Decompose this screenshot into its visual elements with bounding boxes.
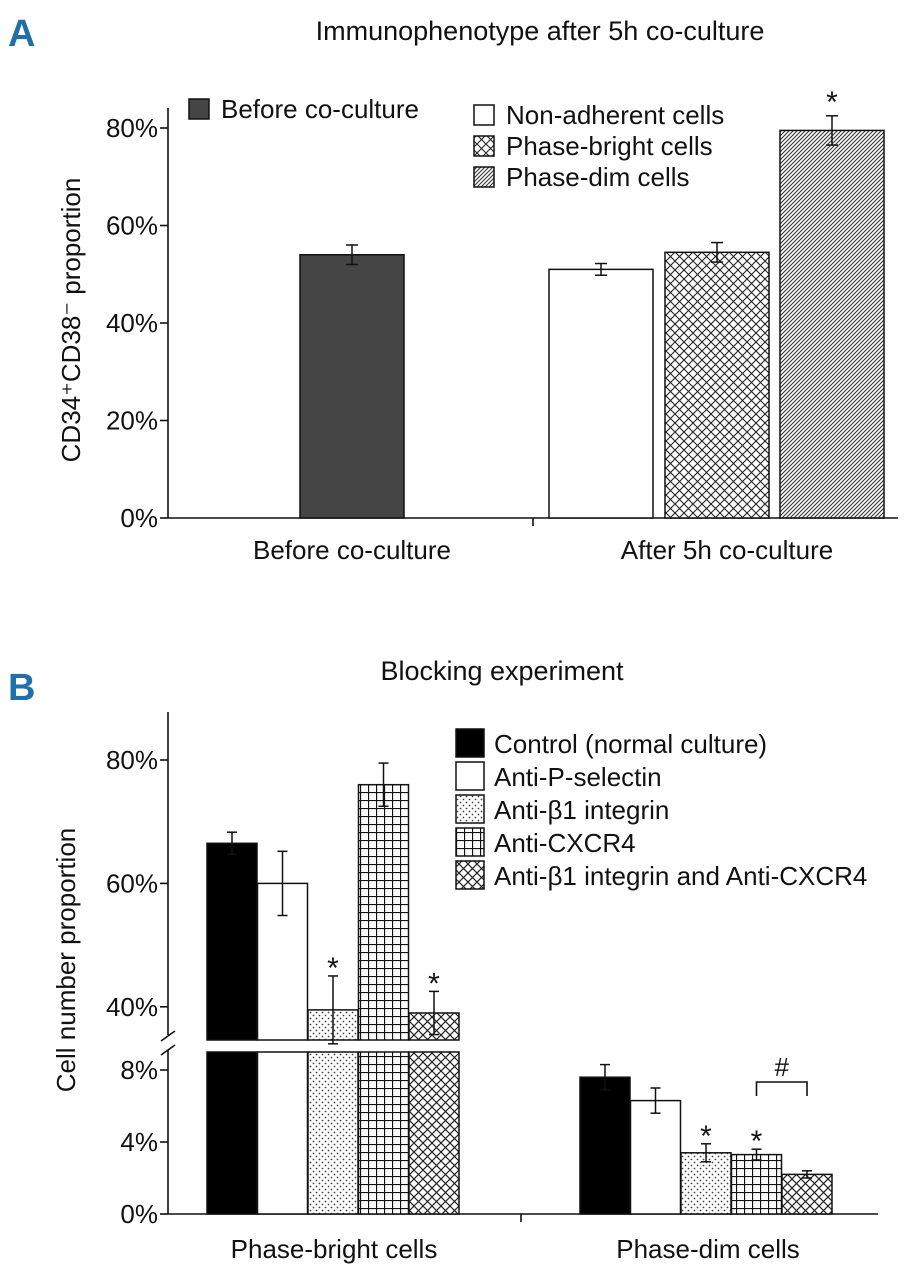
chart-a-significance-mark: * bbox=[826, 86, 838, 119]
chart-b-axis-break-mark bbox=[160, 1044, 176, 1056]
chart-b-significance-mark: * bbox=[751, 1125, 763, 1158]
chart-b-significance-mark: * bbox=[700, 1120, 712, 1153]
chart-a-ytick-label: 40% bbox=[106, 308, 158, 338]
chart-a-bar bbox=[779, 129, 885, 519]
chart-b-category-label: Phase-dim cells bbox=[616, 1234, 800, 1264]
chart-a-ylabel: CD34⁺CD38⁻ proportion bbox=[56, 178, 86, 463]
chart-b-bar bbox=[206, 842, 258, 1041]
chart-b: 40% 60% 80% 0% 4% 8% Phase-bright cells Phase-d… bbox=[106, 712, 878, 1264]
chart-a-legend-swatch bbox=[473, 104, 495, 126]
chart-a-bar bbox=[299, 254, 405, 519]
chart-a-category-label: Before co-culture bbox=[253, 535, 451, 565]
chart-b-legend-label: Control (normal culture) bbox=[494, 729, 767, 759]
chart-b-bar-lower-part bbox=[206, 1051, 258, 1215]
chart-b-ytick-label: 4% bbox=[120, 1127, 158, 1157]
panel-a-letter: A bbox=[8, 13, 35, 55]
chart-a: 0% 20% 40% 60% 80% Before co-culture After 5h … bbox=[106, 86, 898, 565]
chart-b-bracket bbox=[755, 1081, 808, 1096]
chart-a-ytick-label: 20% bbox=[106, 406, 158, 436]
chart-b-legend-label: Anti-β1 integrin and Anti-CXCR4 bbox=[494, 861, 867, 891]
chart-b-bracket-label: # bbox=[775, 1052, 790, 1082]
chart-b-legend-label: Anti-CXCR4 bbox=[494, 828, 636, 858]
chart-b-bar bbox=[629, 1099, 682, 1215]
chart-b-axis-break-mark bbox=[160, 1030, 176, 1042]
chart-b-legend-label: Anti-P-selectin bbox=[494, 762, 662, 792]
chart-b-legend-swatch bbox=[455, 827, 485, 857]
chart-a-legend-label: Before co-culture bbox=[221, 94, 419, 124]
chart-a-bar bbox=[548, 268, 654, 519]
chart-a-legend-swatch bbox=[473, 166, 495, 188]
chart-b-bar bbox=[579, 1076, 631, 1215]
chart-b-ytick-label: 8% bbox=[120, 1055, 158, 1085]
panel-b-letter: B bbox=[8, 667, 35, 709]
chart-b-ylabel: Cell number proportion bbox=[51, 828, 81, 1092]
chart-b-ytick-label: 80% bbox=[106, 745, 158, 775]
chart-a-legend-label: Phase-bright cells bbox=[506, 131, 713, 161]
chart-a-legend-swatch bbox=[188, 98, 210, 120]
chart-a-legend-swatch bbox=[473, 135, 495, 157]
chart-b-bar-lower-part bbox=[256, 1051, 309, 1215]
chart-a-ytick-label: 60% bbox=[106, 211, 158, 241]
chart-b-bar bbox=[357, 783, 410, 1041]
chart-b-legend-swatch bbox=[455, 794, 485, 824]
chart-a-legend-label: Non-adherent cells bbox=[506, 100, 724, 130]
chart-a-ytick-label: 0% bbox=[120, 503, 158, 533]
chart-b-bar-lower-part bbox=[357, 1051, 410, 1215]
chart-b-bar bbox=[730, 1153, 783, 1215]
chart-b-category-label: Phase-bright cells bbox=[231, 1234, 438, 1264]
chart-b-legend-swatch bbox=[455, 761, 485, 791]
chart-b-significance-mark: * bbox=[327, 952, 339, 985]
chart-a-legend-label: Phase-dim cells bbox=[506, 162, 690, 192]
chart-a-title: Immunophenotype after 5h co-culture bbox=[316, 16, 765, 46]
chart-b-legend-swatch bbox=[455, 860, 485, 890]
chart-b-ytick-label: 60% bbox=[106, 868, 158, 898]
chart-b-bar bbox=[680, 1152, 732, 1215]
chart-a-ytick-label: 80% bbox=[106, 113, 158, 143]
chart-a-bar bbox=[664, 251, 770, 519]
chart-b-bar-lower-part bbox=[307, 1051, 359, 1215]
chart-b-significance-mark: * bbox=[428, 967, 440, 1000]
chart-b-legend-label: Anti-β1 integrin bbox=[494, 795, 669, 825]
chart-b-title: Blocking experiment bbox=[380, 656, 624, 686]
chart-b-bar-lower-part bbox=[408, 1051, 460, 1215]
chart-b-ytick-label: 0% bbox=[120, 1199, 158, 1229]
chart-b-ytick-label: 40% bbox=[106, 992, 158, 1022]
chart-b-bar bbox=[781, 1173, 833, 1215]
chart-b-legend-swatch bbox=[455, 728, 485, 758]
chart-a-category-label: After 5h co-culture bbox=[621, 535, 833, 565]
